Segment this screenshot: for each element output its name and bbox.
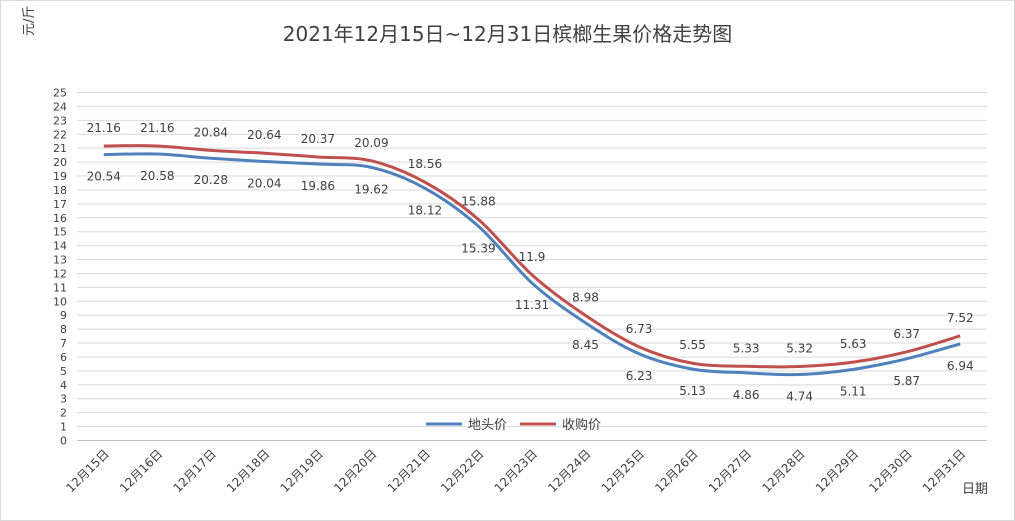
x-tick-label: 12月29日 bbox=[813, 447, 861, 495]
y-tick-label: 9 bbox=[60, 309, 67, 322]
data-label: 11.31 bbox=[515, 298, 549, 312]
legend-label-1: 地头价 bbox=[468, 418, 507, 433]
x-tick-label: 12月18日 bbox=[224, 447, 272, 495]
data-label: 4.86 bbox=[733, 388, 760, 402]
data-labels: 20.54 20.58 20.28 20.04 19.86 19.62 18.12 15.39… bbox=[87, 121, 974, 404]
y-tick-label: 3 bbox=[60, 393, 67, 406]
data-label: 5.87 bbox=[893, 374, 920, 388]
data-label: 6.37 bbox=[893, 327, 920, 341]
x-tick-label: 12月23日 bbox=[492, 447, 540, 495]
x-tick-label: 12月24日 bbox=[545, 447, 593, 495]
data-label: 18.56 bbox=[408, 157, 442, 171]
data-label: 20.09 bbox=[354, 136, 388, 150]
y-tick-label: 21 bbox=[53, 142, 67, 155]
x-tick-label: 12月25日 bbox=[599, 447, 647, 495]
y-tick-label: 17 bbox=[53, 198, 67, 211]
data-label: 21.16 bbox=[87, 121, 121, 135]
y-tick-label: 1 bbox=[60, 421, 67, 434]
y-tick-label: 25 bbox=[53, 87, 67, 100]
y-tick-label: 12 bbox=[53, 267, 67, 280]
x-tick-label: 12月20日 bbox=[331, 447, 379, 495]
y-tick-label: 7 bbox=[60, 337, 67, 350]
chart-title: 2021年12月15日~12月31日槟榔生果价格走势图 bbox=[282, 22, 733, 46]
data-label: 11.9 bbox=[519, 250, 546, 264]
x-axis-label: 日期 bbox=[962, 482, 989, 497]
data-label: 6.94 bbox=[947, 359, 974, 373]
y-tick-label: 15 bbox=[53, 226, 67, 239]
y-tick-label: 20 bbox=[53, 156, 67, 169]
data-label: 20.54 bbox=[87, 170, 121, 184]
data-label: 6.73 bbox=[626, 322, 653, 336]
x-tick-label: 12月26日 bbox=[652, 447, 700, 495]
data-label: 15.39 bbox=[461, 241, 495, 255]
data-label: 20.64 bbox=[247, 128, 281, 142]
x-tick-label: 12月30日 bbox=[866, 447, 914, 495]
data-label: 19.62 bbox=[354, 182, 388, 196]
x-tick-label: 12月21日 bbox=[385, 447, 433, 495]
data-label: 20.37 bbox=[301, 132, 335, 146]
y-tick-label: 19 bbox=[53, 170, 67, 183]
x-tick-label: 12月22日 bbox=[438, 447, 486, 495]
data-label: 20.04 bbox=[247, 177, 281, 191]
y-tick-label: 14 bbox=[53, 240, 67, 253]
x-tick-label: 12月31日 bbox=[920, 447, 968, 495]
gridlines bbox=[77, 92, 987, 441]
y-tick-label: 5 bbox=[60, 365, 67, 378]
legend-label-2: 收购价 bbox=[562, 417, 601, 433]
data-label: 19.86 bbox=[301, 179, 335, 193]
y-tick-label: 13 bbox=[53, 254, 67, 267]
legend: 地头价 收购价 bbox=[426, 417, 601, 433]
data-label: 20.28 bbox=[194, 173, 228, 187]
y-tick-label: 10 bbox=[53, 295, 67, 308]
data-label: 5.63 bbox=[840, 337, 867, 351]
y-axis-ticks: 0123456789101112131415161718192021222324… bbox=[53, 87, 67, 448]
series-lines bbox=[103, 144, 961, 377]
data-label: 6.23 bbox=[626, 369, 653, 383]
data-label: 5.32 bbox=[786, 341, 813, 355]
y-tick-label: 18 bbox=[53, 184, 67, 197]
data-label: 4.74 bbox=[786, 390, 813, 404]
y-tick-label: 23 bbox=[53, 114, 67, 127]
data-label: 20.58 bbox=[140, 169, 174, 183]
x-tick-label: 12月27日 bbox=[706, 447, 754, 495]
data-label: 8.98 bbox=[572, 290, 599, 304]
x-tick-label: 12月28日 bbox=[759, 447, 807, 495]
y-tick-label: 8 bbox=[60, 323, 67, 336]
data-label: 20.84 bbox=[194, 125, 228, 139]
y-tick-label: 2 bbox=[60, 407, 67, 420]
y-tick-label: 6 bbox=[60, 351, 67, 364]
x-tick-label: 12月15日 bbox=[63, 447, 111, 495]
data-label: 18.12 bbox=[408, 203, 442, 217]
y-tick-label: 24 bbox=[53, 100, 67, 113]
x-tick-label: 12月17日 bbox=[170, 447, 218, 495]
data-label: 5.13 bbox=[679, 384, 706, 398]
data-label: 5.33 bbox=[733, 341, 760, 355]
data-label: 5.55 bbox=[679, 338, 706, 352]
series-line-1 bbox=[103, 152, 961, 377]
data-label: 7.52 bbox=[947, 311, 974, 325]
y-tick-label: 22 bbox=[53, 128, 67, 141]
data-label: 15.88 bbox=[461, 194, 495, 208]
x-axis-ticks: 12月15日 12月16日 12月17日 12月18日 12月19日 12月20日 12月2… bbox=[63, 447, 968, 495]
y-tick-label: 11 bbox=[53, 281, 67, 294]
series-line-2 bbox=[103, 144, 961, 369]
y-tick-label: 4 bbox=[60, 379, 67, 392]
data-label: 21.16 bbox=[140, 121, 174, 135]
x-tick-label: 12月16日 bbox=[117, 447, 165, 495]
data-label: 5.11 bbox=[840, 384, 867, 398]
y-tick-label: 16 bbox=[53, 212, 67, 225]
x-tick-label: 12月19日 bbox=[278, 447, 326, 495]
y-tick-label: 0 bbox=[60, 435, 67, 448]
data-label: 8.45 bbox=[572, 338, 599, 352]
